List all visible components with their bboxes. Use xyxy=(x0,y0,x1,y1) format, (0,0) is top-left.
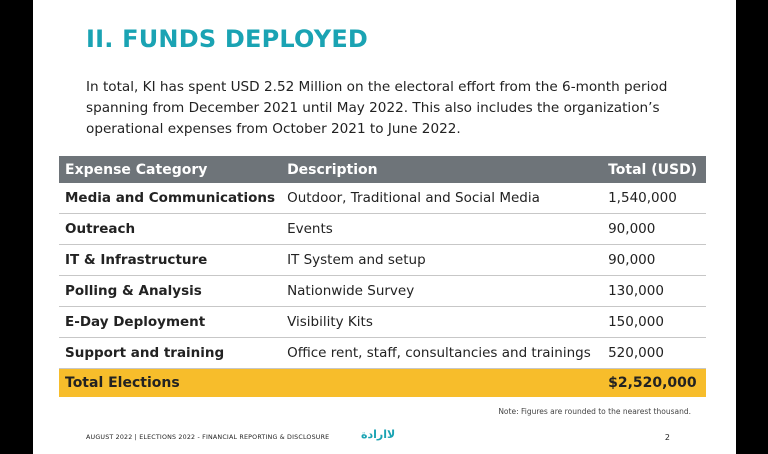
page-number: 2 xyxy=(664,433,670,442)
row-description: Outdoor, Traditional and Social Media xyxy=(281,183,603,214)
footer-text: AUGUST 2022 | ELECTIONS 2022 - FINANCIAL… xyxy=(86,434,330,441)
row-category: Support and training xyxy=(59,337,282,369)
header-expense-category: Expense Category xyxy=(59,156,282,183)
rounding-note: Note: Figures are rounded to the nearest… xyxy=(498,407,691,416)
row-total: 150,000 xyxy=(602,306,706,338)
table-row: Outreach Events 90,000 xyxy=(59,213,706,245)
expenses-table: Expense Category Description Total (USD)… xyxy=(59,156,706,397)
row-description: Nationwide Survey xyxy=(281,275,603,307)
row-category: Media and Communications xyxy=(59,183,282,214)
row-total: 520,000 xyxy=(602,337,706,369)
row-total: 1,540,000 xyxy=(602,183,706,214)
table-row: E-Day Deployment Visibility Kits 150,000 xyxy=(59,306,706,338)
intro-paragraph: In total, KI has spent USD 2.52 Million … xyxy=(86,79,668,137)
row-description: IT System and setup xyxy=(281,244,603,276)
row-total: 130,000 xyxy=(602,275,706,307)
page-title: II. FUNDS DEPLOYED xyxy=(86,25,369,53)
table-header-row: Expense Category Description Total (USD) xyxy=(59,156,706,183)
total-spacer xyxy=(281,368,603,397)
table-row: Polling & Analysis Nationwide Survey 130… xyxy=(59,275,706,307)
table-row: IT & Infrastructure IT System and setup … xyxy=(59,244,706,276)
row-category: IT & Infrastructure xyxy=(59,244,282,276)
row-description: Office rent, staff, consultancies and tr… xyxy=(281,337,603,369)
header-description: Description xyxy=(281,156,603,183)
slide: II. FUNDS DEPLOYED In total, KI has spen… xyxy=(33,0,736,454)
total-label: Total Elections xyxy=(59,368,282,397)
total-row: Total Elections $2,520,000 xyxy=(59,368,706,397)
header-total: Total (USD) xyxy=(602,156,706,183)
table-row: Media and Communications Outdoor, Tradit… xyxy=(59,183,706,214)
row-category: Outreach xyxy=(59,213,282,245)
organization-logo: لاارادة xyxy=(361,428,396,441)
row-total: 90,000 xyxy=(602,213,706,245)
total-value: $2,520,000 xyxy=(602,368,706,397)
row-total: 90,000 xyxy=(602,244,706,276)
table-row: Support and training Office rent, staff,… xyxy=(59,337,706,369)
row-category: E-Day Deployment xyxy=(59,306,282,338)
row-category: Polling & Analysis xyxy=(59,275,282,307)
row-description: Visibility Kits xyxy=(281,306,603,338)
row-description: Events xyxy=(281,213,603,245)
